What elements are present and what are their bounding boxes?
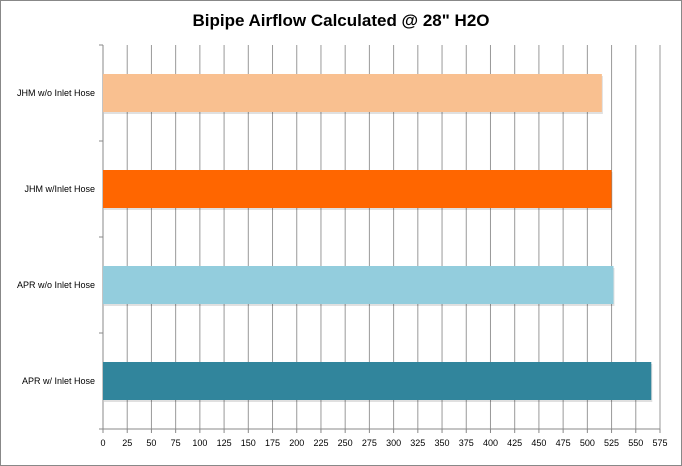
bar-3: [103, 362, 652, 400]
x-tick-label: 175: [265, 438, 280, 448]
x-tick-label: 0: [100, 438, 105, 448]
x-tick-label: 375: [459, 438, 474, 448]
x-tick-label: 250: [338, 438, 353, 448]
x-tick-label: 225: [313, 438, 328, 448]
x-tick-label: 300: [386, 438, 401, 448]
bar-1: [103, 170, 612, 208]
x-tick-label: 475: [556, 438, 571, 448]
x-tick-label: 550: [628, 438, 643, 448]
y-category-label: APR w/ Inlet Hose: [22, 376, 95, 386]
x-tick-label: 400: [483, 438, 498, 448]
y-category-label: JHM w/o Inlet Hose: [17, 88, 95, 98]
x-tick-label: 500: [580, 438, 595, 448]
x-tick-label: 200: [289, 438, 304, 448]
bar-0: [103, 74, 602, 112]
y-category-label: APR w/o Inlet Hose: [17, 280, 95, 290]
x-tick-label: 450: [531, 438, 546, 448]
x-tick-label: 25: [122, 438, 132, 448]
x-tick-label: 425: [507, 438, 522, 448]
x-tick-label: 150: [241, 438, 256, 448]
x-tick-label: 50: [146, 438, 156, 448]
x-tick-label: 525: [604, 438, 619, 448]
x-tick-label: 275: [362, 438, 377, 448]
x-tick-label: 125: [217, 438, 232, 448]
x-tick-label: 350: [435, 438, 450, 448]
x-tick-label: 75: [171, 438, 181, 448]
chart-title: Bipipe Airflow Calculated @ 28" H2O: [192, 11, 490, 30]
x-tick-label: 100: [192, 438, 207, 448]
bar-2: [103, 266, 614, 304]
x-tick-label: 575: [652, 438, 667, 448]
x-tick-label: 325: [410, 438, 425, 448]
y-category-label: JHM w/Inlet Hose: [24, 184, 95, 194]
